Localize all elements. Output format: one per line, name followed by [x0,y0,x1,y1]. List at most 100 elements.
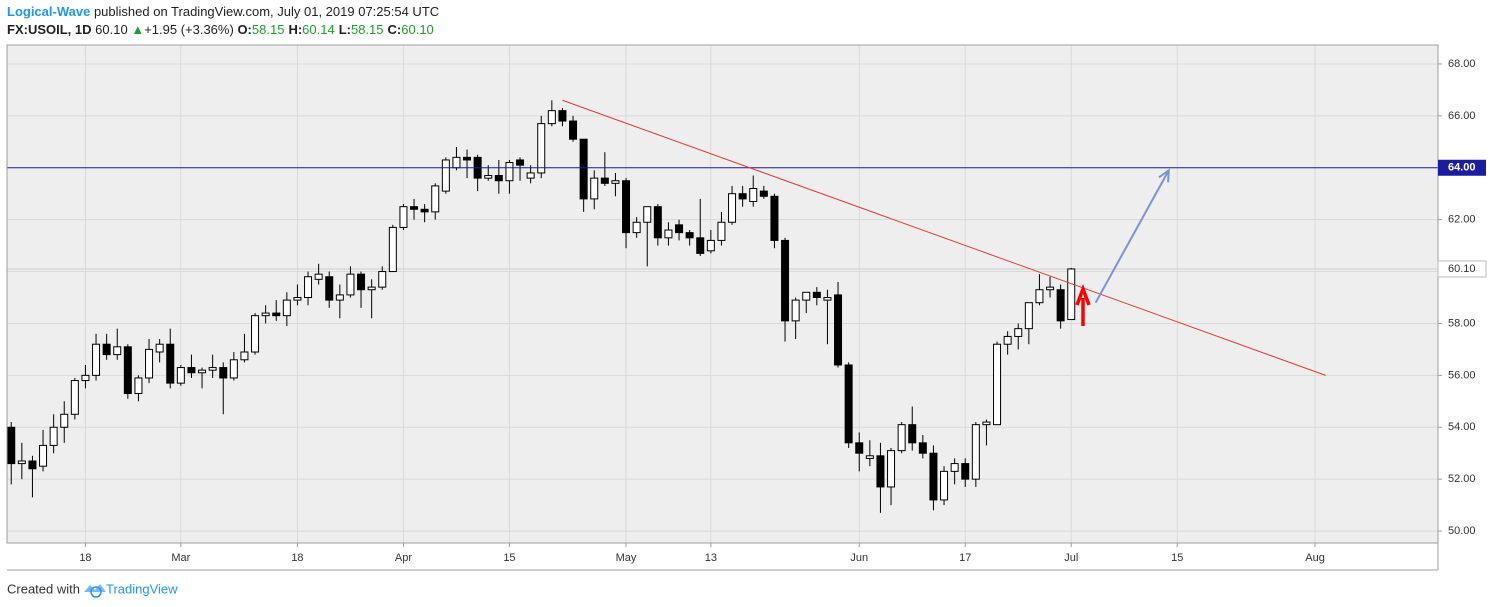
candle-body [759,190,768,197]
candle-body [420,208,429,213]
ohlc-value: 58.15 [350,22,384,37]
candle-body [17,460,26,465]
candle-body [834,294,843,366]
x-tick-label: Apr [395,552,412,564]
x-tick-label: 17 [959,552,971,564]
last-price-box [1437,260,1487,278]
candle-body [653,206,662,239]
red-arrow [1075,284,1091,326]
y-tick-label: 66.00 [1448,110,1476,122]
candle-body [728,193,737,223]
candle-body [463,156,472,161]
plot-bg [7,45,1438,543]
candle-body [781,239,790,322]
candle-body [717,221,726,241]
candle-body [7,426,16,465]
candle-body [865,455,874,459]
trendline [562,99,1326,376]
candle-body [92,343,101,376]
candle-body [823,297,832,301]
x-tick-label: Jun [850,552,868,564]
candle-body [1024,302,1033,330]
candle-body [908,424,917,444]
candle-body [558,110,567,122]
candle-body [569,120,578,140]
candle-body [452,156,461,169]
candle-body [70,380,79,415]
candle-body [929,452,938,501]
x-tick-label: 13 [705,552,717,564]
candle-body [198,369,207,374]
candle-body [155,343,164,353]
y-tick-label: 54.00 [1448,421,1476,433]
candle-body [844,364,853,444]
published: published on TradingView.com, July 01, 2… [93,4,440,19]
tv-logo [84,584,106,598]
candle-body [113,346,122,356]
candle-body [102,343,111,356]
ohlc-label: C: [387,22,402,37]
candle-body [537,123,546,174]
ohlc: O:58.15 H:60.14 L:58.15 C:60.10 [237,22,437,37]
ohlc-value: 60.10 [401,22,434,37]
candle-body [367,286,376,291]
candle-body [229,359,238,379]
x-tick-label: 15 [503,552,515,564]
ohlc-label: H: [288,22,303,37]
footer-brand[interactable]: TradingView [106,581,178,596]
candle-body [749,188,758,202]
symbol-line: FX:USOIL, 1D 60.10 ▲+1.95 (+3.36%) O:58.… [7,22,438,37]
candle-body [897,424,906,452]
candle-body [887,450,896,488]
author[interactable]: Logical-Wave [7,4,91,19]
candle-body [950,463,959,472]
ohlc-label: O: [237,22,252,37]
candle-body [1035,289,1044,304]
candle-body [410,206,419,210]
last-price-label: 60.10 [1448,263,1476,275]
x-tick-label: Aug [1305,552,1325,564]
candle-body [49,426,58,446]
y-tick-label: 62.00 [1448,214,1476,226]
candle-body [134,377,143,395]
hline-label: 64.00 [1448,162,1476,174]
candle-body [791,299,800,322]
candle-body [39,444,48,467]
candle-body [971,424,980,480]
x-tick-label: 18 [291,552,303,564]
candle-body [579,138,588,200]
candle-body [314,273,323,280]
candle-body [399,206,408,228]
candle-body [738,193,747,200]
candle-body [611,180,620,184]
x-tick-label: 15 [1171,552,1183,564]
candle-body [685,232,694,239]
candle-body [357,273,366,291]
ohlc-value: 60.14 [302,22,335,37]
candle-body [590,177,599,200]
x-tick-label: Jul [1064,552,1078,564]
candle-body [696,237,705,254]
ohlc-label: L: [338,22,351,37]
symbol: FX:USOIL, 1D [7,22,92,37]
candle-body [1046,286,1055,291]
candle-body [632,221,641,234]
candle-body [664,229,673,239]
candle-body [1003,335,1012,345]
candle-body [240,351,249,361]
candle-body [600,177,609,184]
candle-body [643,206,652,223]
y-tick-label: 56.00 [1448,369,1476,381]
candle-body [282,299,291,317]
candle-body [1014,328,1023,337]
candle-body [993,343,1002,426]
candle-body [81,374,90,382]
candle-body [940,470,949,501]
candle-body [208,367,217,371]
candle-body [293,297,302,301]
candle-body [272,312,281,317]
candle-body [145,348,154,379]
x-tick-label: 18 [79,552,91,564]
candle-body [346,273,355,296]
